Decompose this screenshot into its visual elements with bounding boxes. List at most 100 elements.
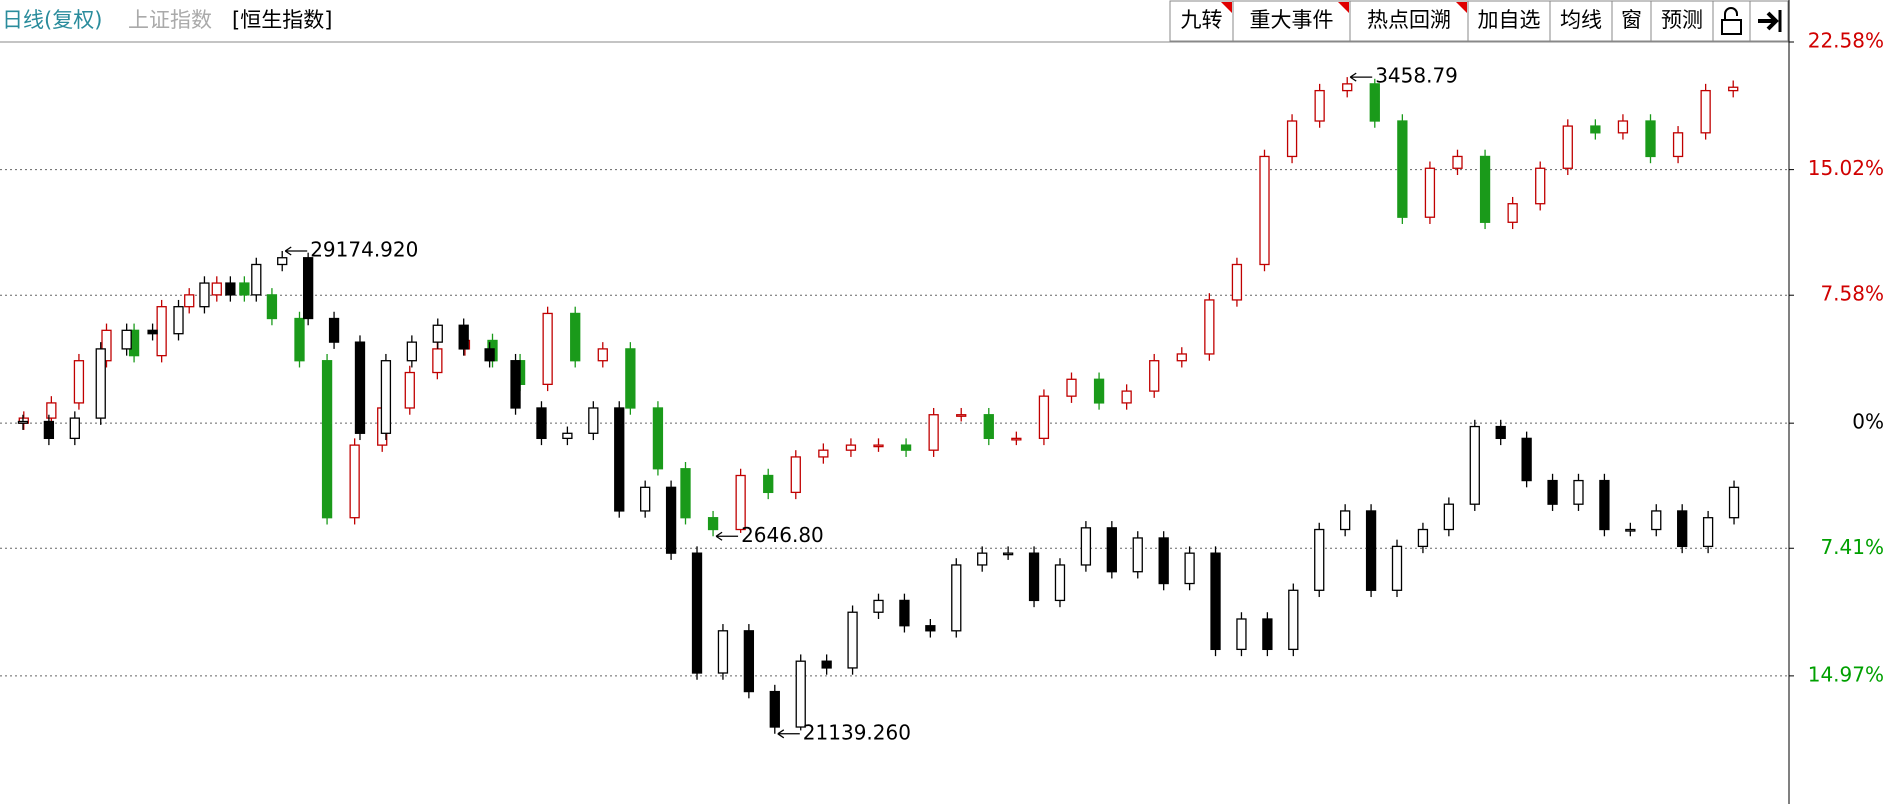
candle-body: [1535, 167, 1546, 205]
candle-body: [795, 660, 806, 728]
candle-body: [1121, 390, 1132, 404]
annotation: 29174.920: [310, 237, 418, 261]
candle-body: [873, 444, 884, 448]
candle-body: [977, 552, 988, 566]
candle-body: [1469, 425, 1480, 505]
y-tick-label: 7.41%: [1820, 535, 1884, 559]
candles: [17, 77, 1740, 734]
exit-button[interactable]: [1749, 0, 1789, 42]
candle-body: [321, 360, 333, 519]
candle-body: [173, 306, 184, 335]
toolbar-button[interactable]: 均线: [1560, 8, 1602, 32]
candle-body: [277, 257, 288, 266]
candle-body: [1106, 527, 1117, 573]
candle-body: [432, 324, 443, 343]
candle-body: [1599, 479, 1610, 531]
candle-body: [239, 282, 250, 296]
candle-body: [69, 417, 80, 440]
candle-body: [899, 599, 910, 627]
candle-body: [432, 348, 443, 374]
candle-body: [147, 329, 158, 335]
button-corner-flag: [1221, 2, 1232, 13]
candle-body: [349, 444, 360, 519]
toolbar-button[interactable]: 窗: [1621, 8, 1642, 32]
candle-body: [1417, 528, 1429, 548]
candle-body: [484, 348, 495, 362]
candle-body: [625, 348, 636, 409]
candle-body: [951, 564, 962, 632]
candle-body: [156, 306, 167, 357]
candle-body: [1702, 517, 1714, 548]
candle-body: [1080, 527, 1092, 566]
toolbar-button[interactable]: 重大事件: [1250, 8, 1334, 32]
candle-body: [95, 348, 106, 419]
candle-body: [404, 371, 415, 409]
candle-body: [900, 444, 912, 451]
candle-body: [1340, 510, 1351, 531]
candle-body: [1424, 167, 1436, 218]
candle-body: [717, 630, 729, 674]
candle-body: [1066, 378, 1077, 397]
candle-body: [1054, 564, 1066, 602]
annotation: 21139.260: [803, 720, 911, 744]
toolbar-button[interactable]: 热点回溯: [1367, 8, 1451, 32]
index-tab[interactable]: [恒生指数]: [232, 8, 332, 32]
candle-body: [983, 414, 994, 440]
candle-body: [542, 312, 553, 385]
candle-body: [562, 432, 573, 440]
candle-body: [251, 263, 262, 296]
candle-body: [1625, 528, 1636, 532]
candle-body: [640, 486, 651, 512]
candle-body: [1011, 437, 1022, 441]
candle-body: [1495, 425, 1506, 440]
candle-body: [1479, 155, 1491, 223]
candle-body: [1259, 155, 1270, 266]
candle-body: [570, 312, 581, 362]
y-tick-label: 0%: [1852, 410, 1884, 434]
candle-body: [1651, 510, 1662, 531]
candle-body: [1158, 537, 1169, 585]
candle-body: [1038, 395, 1050, 440]
candle-body: [211, 282, 222, 296]
candle-body: [680, 468, 691, 519]
toolbar-button[interactable]: 九转: [1181, 8, 1223, 32]
candle-body: [536, 407, 547, 440]
candle-body: [294, 317, 305, 362]
index-tab[interactable]: 上证指数: [128, 8, 212, 32]
lock-button[interactable]: [1712, 0, 1751, 42]
candle-body: [184, 294, 195, 308]
toolbar-button[interactable]: 加自选: [1478, 8, 1541, 32]
candle-body: [510, 360, 521, 409]
candle-body: [1262, 618, 1273, 651]
candle-body: [735, 474, 746, 531]
candle-body: [199, 282, 210, 308]
annotation-arrow: [284, 246, 308, 256]
candle-body: [1184, 552, 1195, 585]
candle-body: [406, 341, 417, 362]
candle-body: [1728, 486, 1740, 519]
period-tab[interactable]: 日线(复权): [2, 8, 102, 32]
candle-body: [925, 625, 936, 632]
toolbar-button[interactable]: 预测: [1661, 8, 1703, 32]
candle-body: [1204, 299, 1215, 355]
annotation-arrow: [715, 531, 739, 541]
candle-body: [1314, 89, 1325, 122]
candle-body: [821, 660, 832, 669]
candle-body: [1700, 89, 1711, 134]
candle-body: [707, 517, 719, 531]
candle-body: [1093, 378, 1105, 404]
candle-body: [1028, 552, 1040, 602]
candle-body: [302, 257, 314, 320]
candle-body: [845, 444, 857, 451]
toolbar-button-bg: [1650, 0, 1714, 42]
toolbar-button-bg: [1349, 0, 1469, 42]
candle-body: [1573, 479, 1584, 505]
grid: 22.58% 15.02% 7.58% 0% 7.41% 14.97%: [0, 29, 1884, 686]
candle-body: [1645, 120, 1656, 158]
candle-body: [1231, 263, 1243, 301]
candle-body: [1288, 589, 1299, 651]
toolbar-button-bg: [1169, 0, 1234, 42]
button-corner-flag: [1456, 2, 1467, 13]
